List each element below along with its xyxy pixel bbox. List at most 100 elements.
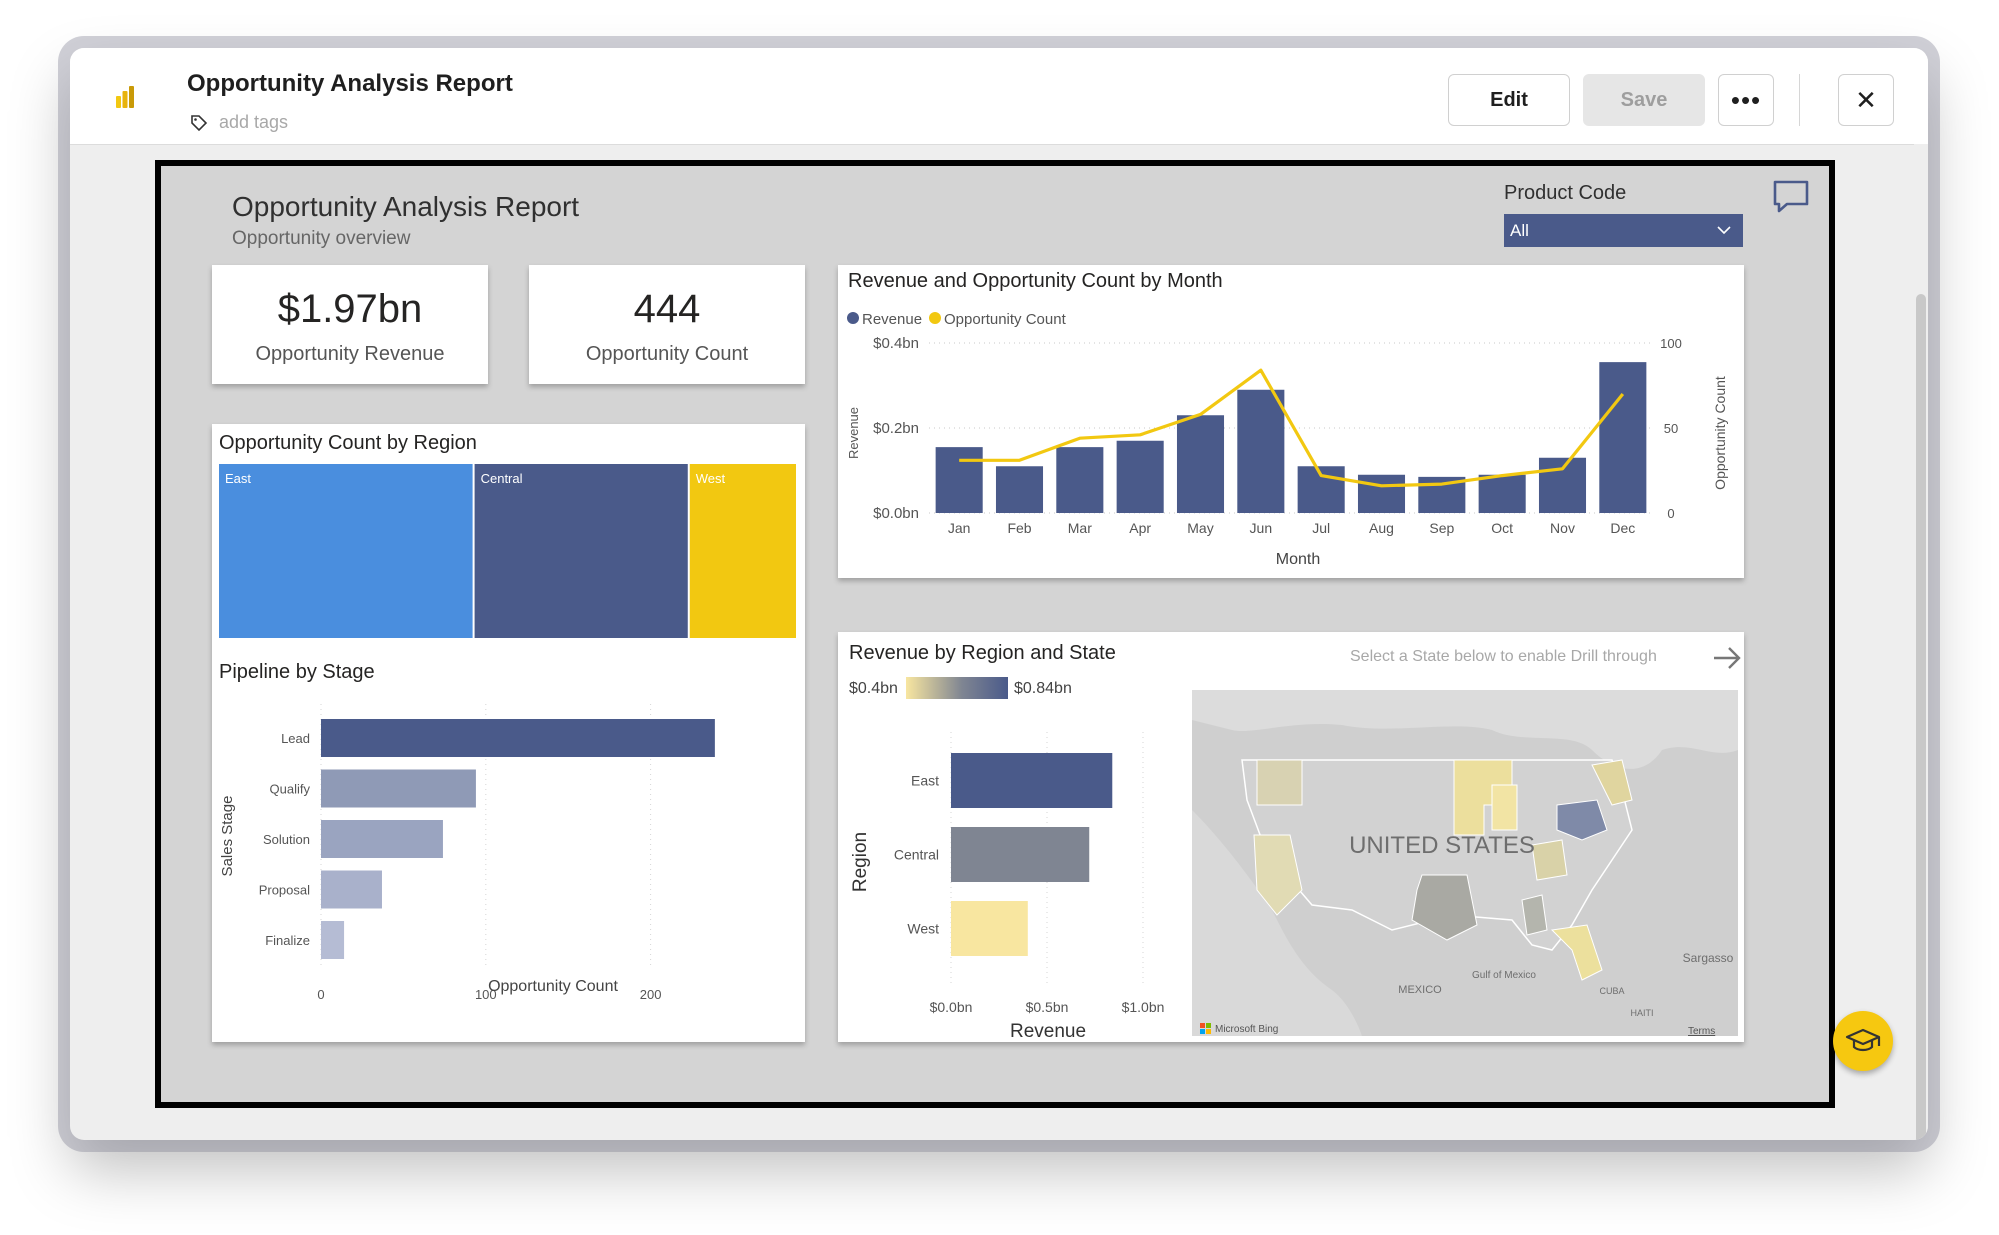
learning-hat-button[interactable] xyxy=(1833,1011,1893,1071)
product-code-selected: All xyxy=(1510,221,1529,240)
treemap-cells: East Central West xyxy=(219,464,796,638)
x-tick: Sep xyxy=(1429,520,1454,536)
y2-tick: 50 xyxy=(1664,421,1678,436)
legend-label-revenue: Revenue xyxy=(862,311,922,328)
revenue-bar[interactable] xyxy=(1478,474,1526,513)
pipeline-bar[interactable] xyxy=(321,719,715,757)
revenue-bar[interactable] xyxy=(1599,362,1647,513)
treemap-cell[interactable] xyxy=(474,464,688,638)
revenue-bar[interactable] xyxy=(1357,474,1406,513)
kpi-card-count[interactable]: 444 Opportunity Count xyxy=(529,265,805,384)
map-terms-link[interactable]: Terms xyxy=(1688,1026,1715,1036)
bing-logo-icon xyxy=(1206,1023,1211,1028)
region-pipeline-card[interactable]: Opportunity Count by Region East Central W… xyxy=(212,424,805,1042)
save-button[interactable]: Save xyxy=(1583,74,1705,126)
revenue-bar[interactable] xyxy=(1116,440,1164,513)
y-tick: $0.4bn xyxy=(873,335,919,352)
revenue-bar[interactable] xyxy=(1538,457,1587,513)
report-canvas: Opportunity Analysis Report Opportunity … xyxy=(155,160,1835,1108)
x-tick: $0.0bn xyxy=(930,999,973,1015)
map-label-mexico: MEXICO xyxy=(1398,984,1442,996)
x-axis-label: Revenue xyxy=(1010,1021,1086,1042)
map-label-sargasso: Sargasso xyxy=(1683,951,1734,965)
pipeline-bar[interactable] xyxy=(321,870,382,909)
x-axis-label: Opportunity Count xyxy=(488,978,618,995)
pipeline-bar[interactable] xyxy=(321,820,443,858)
revenue-bar[interactable] xyxy=(1056,447,1104,513)
x-tick: Apr xyxy=(1129,520,1151,536)
kpi-card-revenue[interactable]: $1.97bn Opportunity Revenue xyxy=(212,265,488,384)
y-tick: Qualify xyxy=(270,782,311,797)
tag-icon[interactable] xyxy=(190,114,208,132)
close-button[interactable]: ✕ xyxy=(1838,74,1894,126)
revenue-bar[interactable] xyxy=(1237,389,1285,513)
x-tick: Mar xyxy=(1068,520,1092,536)
legend-dot-revenue xyxy=(847,312,859,324)
region-revenue-bar[interactable] xyxy=(951,827,1090,882)
arrow-right-icon[interactable] xyxy=(1711,642,1743,674)
graduation-cap-icon xyxy=(1845,1028,1881,1052)
month-x-ticks: Jan Feb Mar Apr May Jun Jul Aug Sep Oct Nov Dec xyxy=(948,520,1635,536)
revenue-region-chart[interactable]: $0.4bn $0.84bn East Central West $0.0bn $0… xyxy=(838,632,1744,1042)
x-tick: $1.0bn xyxy=(1122,999,1165,1015)
y2-tick: 0 xyxy=(1667,506,1674,521)
x-tick: Jan xyxy=(948,520,971,536)
comment-icon[interactable] xyxy=(1773,180,1809,214)
x-axis-label: Month xyxy=(1276,551,1320,568)
drill-through-hint: Select a State below to enable Drill thr… xyxy=(1350,648,1657,665)
month-chart-card[interactable]: Revenue and Opportunity Count by Month R… xyxy=(838,265,1744,578)
product-code-label: Product Code xyxy=(1504,182,1627,204)
revenue-bars: East Central West xyxy=(894,753,1113,956)
treemap-cell[interactable] xyxy=(689,464,796,638)
more-options-button[interactable]: ••• xyxy=(1718,74,1774,126)
legend-dot-count xyxy=(929,312,941,324)
product-code-dropdown[interactable]: All xyxy=(1504,214,1743,247)
x-tick: Aug xyxy=(1369,520,1394,536)
y-tick: West xyxy=(907,921,939,937)
revenue-bar[interactable] xyxy=(995,466,1044,513)
x-tick: 200 xyxy=(640,987,662,1002)
x-tick: Jun xyxy=(1250,520,1273,536)
map-label-haiti: HAITI xyxy=(1630,1008,1653,1018)
pipeline-bar[interactable] xyxy=(321,921,345,959)
revenue-bar[interactable] xyxy=(935,447,983,513)
scrollbar[interactable] xyxy=(1914,144,1928,1140)
y-tick: Lead xyxy=(281,731,310,746)
x-tick: Jul xyxy=(1312,520,1330,536)
us-map[interactable]: UNITED STATES MEXICO Gulf of Mexico Sarg… xyxy=(1192,690,1738,1036)
region-revenue-bar[interactable] xyxy=(951,901,1028,956)
y-axis-label: Region xyxy=(850,832,871,892)
month-chart-title: Revenue and Opportunity Count by Month xyxy=(848,270,1223,292)
treemap-label: East xyxy=(225,471,251,486)
pipeline-chart[interactable]: Lead Qualify Solution Proposal Finalize 0 10… xyxy=(212,424,805,1042)
treemap-label: West xyxy=(696,471,726,486)
y-axis-label: Sales Stage xyxy=(219,796,236,877)
bing-logo-icon xyxy=(1200,1023,1205,1028)
x-tick: May xyxy=(1187,520,1213,536)
map-attribution: Microsoft Bing xyxy=(1215,1024,1278,1035)
y2-tick: 100 xyxy=(1660,336,1682,351)
region-treemap[interactable]: East Central West xyxy=(212,424,805,1042)
kpi-value: $1.97bn xyxy=(277,287,423,331)
map-label-gulf: Gulf of Mexico xyxy=(1472,970,1536,981)
pipeline-bar[interactable] xyxy=(321,769,476,808)
powerbi-logo-icon xyxy=(116,86,134,108)
kpi-value: 444 xyxy=(633,287,701,331)
revenue-bar[interactable] xyxy=(1176,415,1225,513)
month-chart[interactable]: Revenue Opportunity Count Jan Feb Mar Apr Ma… xyxy=(838,265,1744,578)
revenue-state-card[interactable]: Revenue by Region and State Select a Sta… xyxy=(838,632,1744,1042)
x-tick: 0 xyxy=(317,987,324,1002)
y-tick: Proposal xyxy=(259,883,310,898)
add-tags-input[interactable]: add tags xyxy=(219,112,289,132)
scrollbar-thumb[interactable] xyxy=(1916,294,1926,1140)
month-bars xyxy=(935,362,1647,513)
region-revenue-bar[interactable] xyxy=(951,753,1113,808)
bing-logo-icon xyxy=(1206,1029,1211,1034)
edit-button[interactable]: Edit xyxy=(1448,74,1570,126)
x-tick: Dec xyxy=(1610,520,1635,536)
header-divider xyxy=(1799,74,1800,126)
treemap-cell[interactable] xyxy=(219,464,473,638)
x-tick: Feb xyxy=(1007,520,1031,536)
y-tick: $0.2bn xyxy=(873,420,919,437)
treemap-label: Central xyxy=(481,471,523,486)
